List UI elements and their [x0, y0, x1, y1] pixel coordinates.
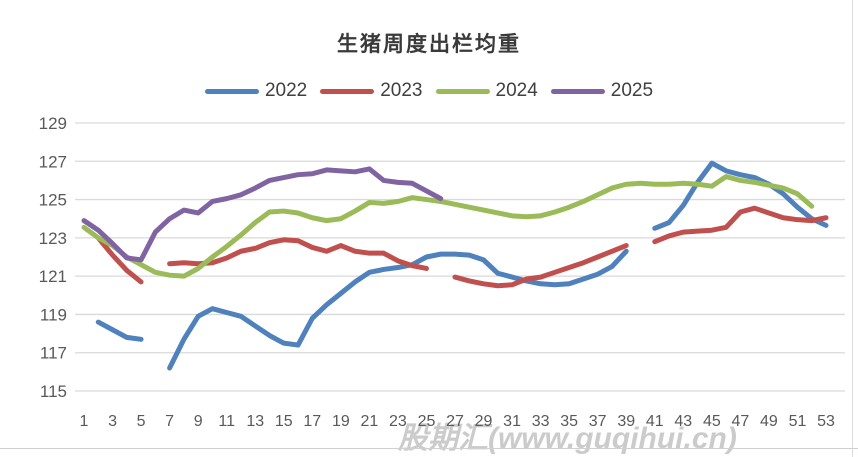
legend-item-2025: 2025 — [550, 80, 654, 102]
y-tick-label: 117 — [40, 344, 67, 363]
x-tick-label: 25 — [418, 413, 436, 430]
y-tick-label: 121 — [39, 267, 67, 286]
x-tick-label: 31 — [503, 413, 521, 430]
x-tick-label: 27 — [446, 413, 464, 430]
legend-item-2023: 2023 — [320, 80, 423, 102]
y-tick-label: 127 — [39, 152, 67, 171]
x-tick-label: 23 — [389, 413, 407, 430]
x-tick-label: 41 — [646, 413, 664, 430]
legend-swatch-2023 — [320, 88, 375, 94]
sheet-right-border — [852, 0, 853, 457]
series-line-2023 — [452, 243, 629, 289]
watermark: 股期汇(www.guqihui.cn) — [398, 422, 737, 455]
series-line-2023 — [95, 235, 144, 285]
x-tick-label: 19 — [332, 413, 350, 430]
x-tick-label: 39 — [617, 413, 635, 430]
legend-label: 2023 — [380, 80, 423, 101]
x-tick-label: 43 — [674, 413, 692, 430]
legend-swatch-2022 — [204, 88, 259, 94]
sheet-bottom-border — [0, 448, 858, 449]
legend-swatch-2025 — [550, 88, 605, 94]
series-line-2022 — [95, 319, 144, 342]
x-tick-label: 3 — [108, 413, 117, 430]
x-tick-label: 15 — [275, 413, 293, 430]
x-tick-label: 49 — [760, 413, 778, 430]
series-line-2022 — [167, 248, 629, 371]
x-tick-label: 33 — [532, 413, 550, 430]
x-tick-label: 17 — [303, 413, 321, 430]
y-tick-label: 125 — [39, 191, 67, 210]
series-line-2024 — [81, 174, 815, 279]
legend-swatch-2024 — [435, 88, 490, 94]
x-tick-label: 29 — [475, 413, 493, 430]
x-tick-label: 47 — [731, 413, 749, 430]
legend-label: 2022 — [264, 80, 308, 101]
legend-label: 2024 — [495, 80, 538, 101]
series-line-2023 — [652, 205, 829, 245]
x-tick-label: 37 — [589, 413, 607, 430]
y-tick-label: 123 — [39, 229, 67, 248]
x-tick-label: 5 — [137, 413, 146, 430]
y-tick-label: 129 — [39, 114, 67, 133]
series-line-2025 — [81, 166, 444, 263]
legend-item-2022: 2022 — [204, 80, 308, 102]
y-tick-label: 115 — [40, 382, 67, 401]
series-line-2023 — [167, 237, 429, 271]
legend: 2022 2023 2024 2025 — [0, 80, 858, 102]
x-tick-label: 1 — [80, 413, 89, 430]
x-tick-label: 35 — [560, 413, 578, 430]
legend-item-2024: 2024 — [435, 80, 538, 102]
x-tick-label: 21 — [360, 413, 378, 430]
x-tick-label: 11 — [218, 413, 235, 430]
legend-label: 2025 — [610, 80, 654, 101]
x-tick-label: 51 — [789, 413, 807, 430]
x-tick-label: 7 — [165, 413, 174, 430]
series-line-2022 — [652, 160, 829, 231]
x-tick-label: 13 — [246, 413, 264, 430]
x-tick-label: 9 — [194, 413, 203, 430]
chart-title: 生猪周度出栏均重 — [337, 33, 521, 56]
x-tick-label: 45 — [703, 413, 721, 430]
y-tick-label: 119 — [40, 305, 67, 324]
x-tick-label: 53 — [817, 413, 835, 430]
